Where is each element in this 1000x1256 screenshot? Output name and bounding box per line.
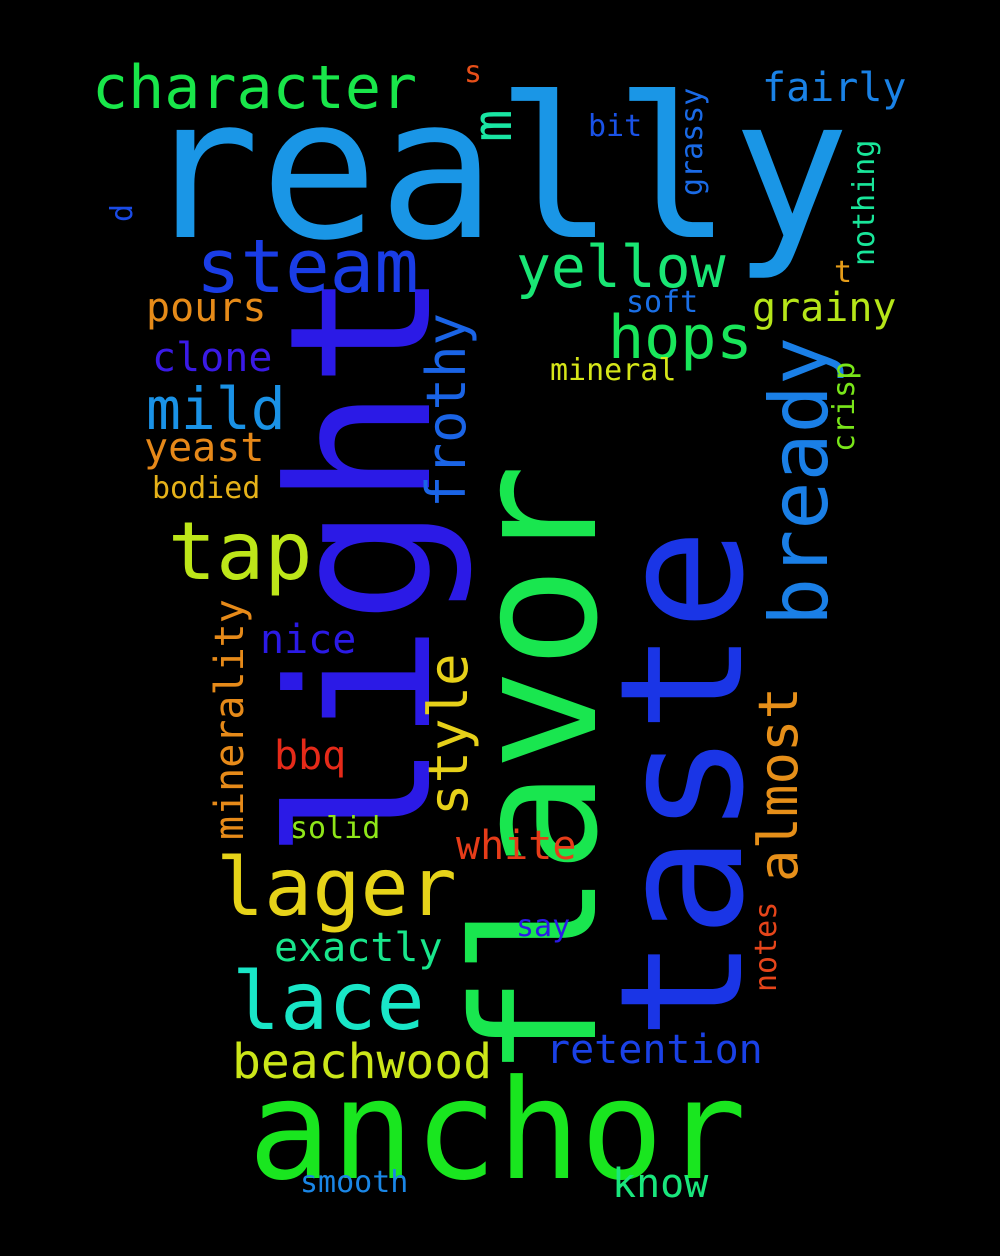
word-bodied: bodied [152, 471, 261, 506]
word-steam: steam [196, 224, 419, 310]
word-say: say [516, 909, 571, 944]
word-clone: clone [152, 335, 273, 381]
word-crisp: crisp [827, 361, 862, 452]
word-smooth: smooth [300, 1165, 409, 1200]
word-yellow: yellow [516, 233, 726, 301]
word-tap: tap [168, 505, 313, 598]
word-grassy: grassy [675, 87, 710, 196]
word-notes: notes [749, 901, 784, 992]
word-minerality: minerality [207, 599, 253, 840]
word-anchor: anchor [248, 1050, 747, 1211]
word-m: m [461, 109, 524, 142]
word-nice: nice [260, 617, 357, 663]
word-bit: bit [588, 109, 643, 144]
word-frothy: frothy [415, 312, 478, 508]
word-know: know [612, 1161, 709, 1207]
word-nothing: nothing [847, 139, 882, 266]
word-hops: hops [608, 303, 753, 373]
word-grainy: grainy [752, 285, 897, 331]
word-exactly: exactly [274, 925, 443, 971]
word-t: t [834, 255, 853, 290]
word-lager: lager [216, 841, 457, 934]
word-almost: almost [747, 686, 810, 882]
word-fairly: fairly [762, 65, 907, 111]
word-style: style [417, 653, 480, 816]
word-beachwood: beachwood [232, 1034, 493, 1090]
word-white: white [456, 823, 577, 869]
word-pours: pours [146, 285, 267, 331]
word-solid: solid [290, 811, 381, 846]
word-bbq: bbq [274, 733, 347, 779]
word-lace: lace [232, 955, 425, 1048]
word-d: d [105, 203, 140, 222]
word-taste: taste [584, 528, 782, 1040]
word-yeast: yeast [144, 425, 265, 471]
word-retention: retention [546, 1027, 763, 1073]
word-s: s [464, 55, 483, 90]
word-character: character [92, 53, 418, 123]
word-really: really [142, 56, 851, 284]
word-mineral: mineral [550, 353, 677, 388]
word-mild: mild [146, 375, 286, 443]
word-soft: soft [626, 285, 699, 320]
